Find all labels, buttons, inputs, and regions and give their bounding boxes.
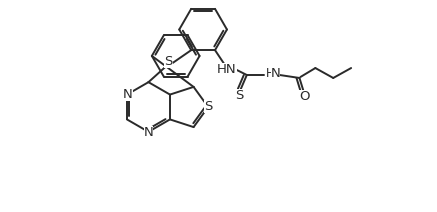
Text: N: N xyxy=(123,88,133,101)
Text: HN: HN xyxy=(217,63,237,75)
Text: O: O xyxy=(299,90,310,103)
Text: S: S xyxy=(235,89,243,102)
Text: N: N xyxy=(271,67,281,81)
Text: H: H xyxy=(266,67,275,81)
Text: S: S xyxy=(164,55,173,68)
Text: S: S xyxy=(204,100,212,113)
Text: N: N xyxy=(144,126,153,139)
